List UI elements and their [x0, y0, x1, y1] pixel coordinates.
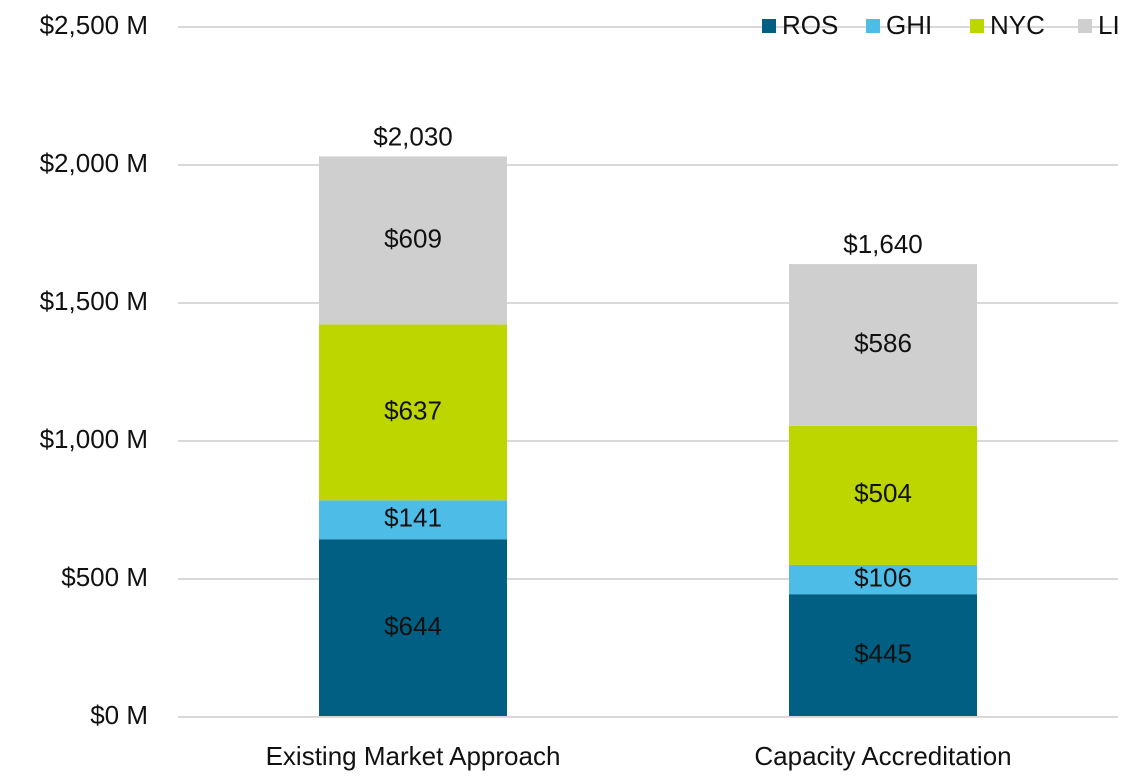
- bar-segment: [789, 264, 977, 426]
- data-label: $609: [384, 223, 442, 253]
- data-label: $644: [384, 611, 442, 641]
- legend-label: GHI: [886, 10, 932, 40]
- legend-swatch: [1078, 19, 1092, 33]
- legend-label: NYC: [990, 10, 1045, 40]
- bar-segment: [789, 594, 977, 717]
- y-tick-label: $0 M: [90, 700, 148, 730]
- y-tick-label: $500 M: [61, 562, 148, 592]
- legend-swatch: [762, 19, 776, 33]
- y-tick-label: $1,000 M: [40, 424, 148, 454]
- bar-segment: [319, 324, 507, 501]
- y-tick-label: $2,500 M: [40, 10, 148, 40]
- legend-swatch: [970, 19, 984, 33]
- total-label: $1,640: [843, 229, 923, 259]
- data-label: $504: [854, 478, 912, 508]
- bar-segment: [319, 500, 507, 540]
- legend-swatch: [866, 19, 880, 33]
- bar-segment: [789, 564, 977, 595]
- y-tick-label: $2,000 M: [40, 148, 148, 178]
- x-tick-label: Existing Market Approach: [266, 741, 561, 771]
- data-label: $106: [854, 562, 912, 592]
- data-label: $586: [854, 328, 912, 358]
- bar-segment: [319, 539, 507, 717]
- legend-label: ROS: [782, 10, 838, 40]
- x-tick-label: Capacity Accreditation: [754, 741, 1011, 771]
- bar-segment: [319, 156, 507, 325]
- data-label: $637: [384, 395, 442, 425]
- bar-segment: [789, 425, 977, 565]
- legend-label: LI: [1098, 10, 1120, 40]
- data-label: $141: [384, 503, 442, 533]
- data-label: $445: [854, 638, 912, 668]
- y-tick-label: $1,500 M: [40, 286, 148, 316]
- total-label: $2,030: [373, 122, 453, 152]
